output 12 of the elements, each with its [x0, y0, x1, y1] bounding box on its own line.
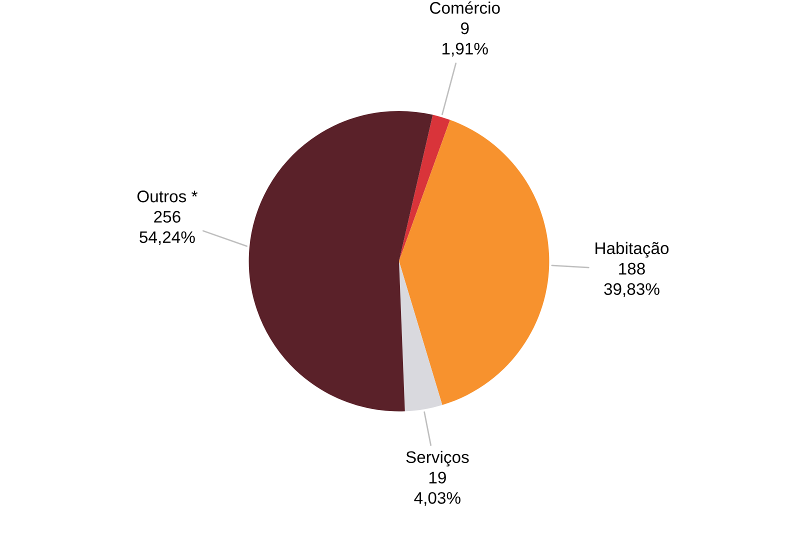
pie-slice	[399, 261, 442, 412]
slice-label: Outros *	[137, 190, 198, 202]
pie-slice	[399, 114, 450, 262]
data-label: 19 4,03%	[414, 472, 460, 506]
data-label: 188 39,83%	[604, 262, 660, 297]
pie-slice	[248, 110, 433, 412]
slice-label: Serviços	[406, 450, 469, 466]
slice-label: Habitação	[596, 242, 669, 258]
slice-label: Comércio	[430, 1, 500, 14]
data-label: 9 1,91%	[442, 22, 488, 57]
data-label: 256 54,24%	[140, 210, 195, 246]
pie-slice	[399, 120, 550, 406]
